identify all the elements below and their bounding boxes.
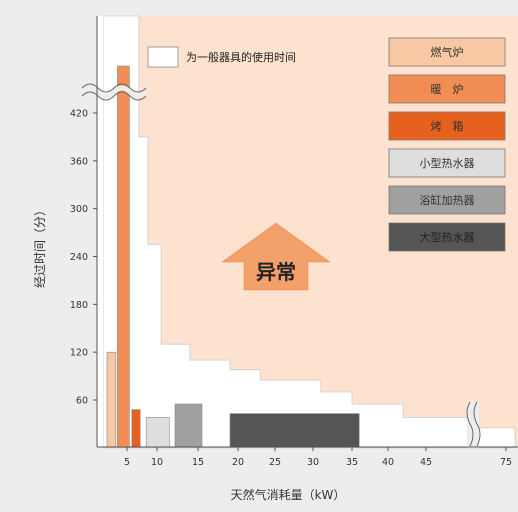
x-tick-label-75: 75 [500,457,512,468]
normal-range-swatch [147,46,179,68]
legend-box-4 [388,148,506,178]
bar-3 [131,409,141,448]
legend-label-2: 暖 炉 [431,83,464,96]
legend-box-5 [388,185,506,215]
legend-box-3 [388,111,506,141]
legend-label-6: 大型热水器 [420,230,475,244]
y-axis-break-gap [80,85,148,99]
anomaly-arrow-shape [221,222,331,291]
anomaly-arrow: 异常 [221,222,331,291]
x-axis-break-line-1 [466,401,474,447]
y-tick-label-120: 120 [70,348,88,359]
y-axis-break-line-1 [81,83,147,93]
x-tick-label-45: 45 [420,457,432,468]
x-axis-break-line-2 [473,401,481,447]
x-tick-label-20: 20 [232,457,244,468]
y-tick-label-300: 300 [70,204,88,215]
y-tick-label-420: 420 [70,109,88,120]
legend-box-1 [388,37,506,67]
bar-1 [106,351,117,448]
bar-6 [229,413,360,448]
axis-strip [97,16,103,447]
x-tick-label-10: 10 [151,457,163,468]
legend-box-6 [388,222,506,252]
legend-label-5: 浴缸加热器 [420,193,475,207]
y-tick-label-360: 360 [70,156,88,167]
x-tick-label-5: 5 [124,457,130,468]
bar-5 [174,403,203,448]
x-axis-break-gap [467,402,479,448]
x-axis-title: 天然气消耗量（kW） [231,487,346,502]
x-tick-label-40: 40 [382,457,394,468]
anomaly-label: 异常 [256,260,296,284]
legend-label-1: 燃气炉 [431,45,464,59]
normal-range-label: 为一般器具的使用时间 [186,50,296,64]
y-tick-label-180: 180 [70,300,88,311]
legend-label-4: 小型热水器 [420,156,475,170]
y-tick-label-60: 60 [76,396,88,407]
x-tick-label-30: 30 [307,457,319,468]
y-axis-break-line-2 [81,91,147,101]
x-tick-label-25: 25 [269,457,281,468]
legend-label-3: 烤 箱 [431,119,464,133]
x-tick-label-35: 35 [346,457,358,468]
legend-box-2 [388,74,506,104]
y-axis-title: 经过时间（分） [33,204,47,288]
y-tick-label-240: 240 [70,252,88,263]
bar-2 [117,65,130,448]
bar-4 [145,417,170,448]
x-tick-label-15: 15 [192,457,204,468]
